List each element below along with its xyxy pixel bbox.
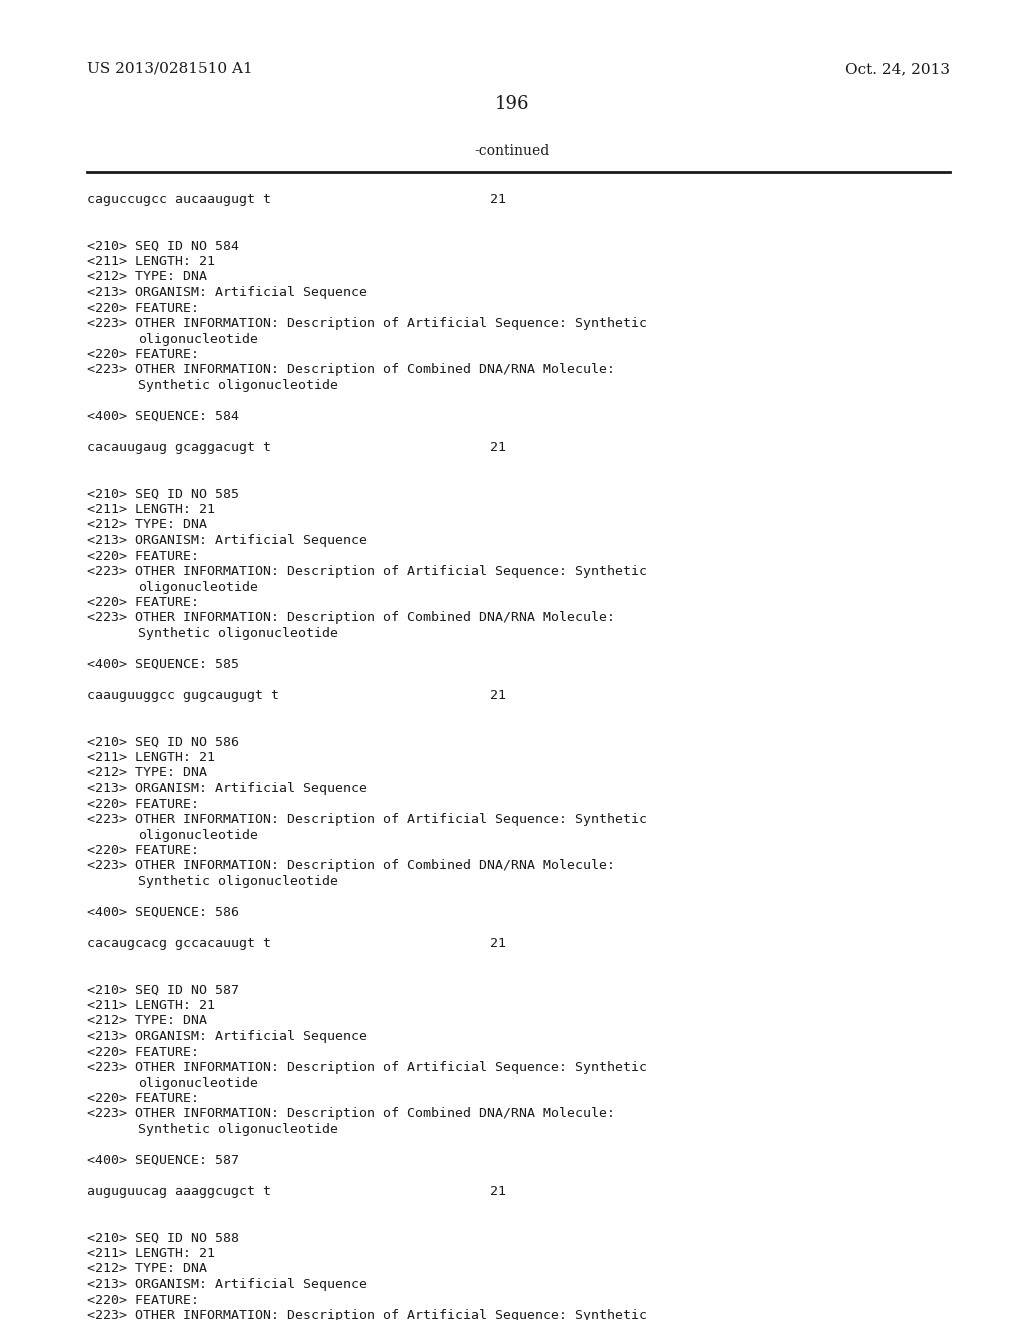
Text: <223> OTHER INFORMATION: Description of Artificial Sequence: Synthetic: <223> OTHER INFORMATION: Description of …	[87, 1061, 647, 1074]
Text: <223> OTHER INFORMATION: Description of Combined DNA/RNA Molecule:: <223> OTHER INFORMATION: Description of …	[87, 1107, 615, 1121]
Text: caguccugcc aucaaugugt t: caguccugcc aucaaugugt t	[87, 193, 271, 206]
Text: 21: 21	[490, 1185, 506, 1199]
Text: <223> OTHER INFORMATION: Description of Combined DNA/RNA Molecule:: <223> OTHER INFORMATION: Description of …	[87, 859, 615, 873]
Text: <213> ORGANISM: Artificial Sequence: <213> ORGANISM: Artificial Sequence	[87, 535, 367, 546]
Text: <220> FEATURE:: <220> FEATURE:	[87, 1294, 199, 1307]
Text: oligonucleotide: oligonucleotide	[138, 581, 258, 594]
Text: <220> FEATURE:: <220> FEATURE:	[87, 1092, 199, 1105]
Text: <213> ORGANISM: Artificial Sequence: <213> ORGANISM: Artificial Sequence	[87, 1030, 367, 1043]
Text: <223> OTHER INFORMATION: Description of Artificial Sequence: Synthetic: <223> OTHER INFORMATION: Description of …	[87, 813, 647, 826]
Text: caauguuggcc gugcaugugt t: caauguuggcc gugcaugugt t	[87, 689, 279, 702]
Text: oligonucleotide: oligonucleotide	[138, 829, 258, 842]
Text: <220> FEATURE:: <220> FEATURE:	[87, 597, 199, 609]
Text: <211> LENGTH: 21: <211> LENGTH: 21	[87, 751, 215, 764]
Text: <210> SEQ ID NO 587: <210> SEQ ID NO 587	[87, 983, 239, 997]
Text: <212> TYPE: DNA: <212> TYPE: DNA	[87, 1262, 207, 1275]
Text: cacaugcacg gccacauugt t: cacaugcacg gccacauugt t	[87, 937, 271, 950]
Text: <213> ORGANISM: Artificial Sequence: <213> ORGANISM: Artificial Sequence	[87, 781, 367, 795]
Text: <212> TYPE: DNA: <212> TYPE: DNA	[87, 271, 207, 284]
Text: <223> OTHER INFORMATION: Description of Combined DNA/RNA Molecule:: <223> OTHER INFORMATION: Description of …	[87, 611, 615, 624]
Text: auguguucag aaaggcugct t: auguguucag aaaggcugct t	[87, 1185, 271, 1199]
Text: oligonucleotide: oligonucleotide	[138, 1077, 258, 1089]
Text: <220> FEATURE:: <220> FEATURE:	[87, 301, 199, 314]
Text: <212> TYPE: DNA: <212> TYPE: DNA	[87, 1015, 207, 1027]
Text: <211> LENGTH: 21: <211> LENGTH: 21	[87, 1247, 215, 1261]
Text: <400> SEQUENCE: 587: <400> SEQUENCE: 587	[87, 1154, 239, 1167]
Text: <213> ORGANISM: Artificial Sequence: <213> ORGANISM: Artificial Sequence	[87, 286, 367, 300]
Text: Synthetic oligonucleotide: Synthetic oligonucleotide	[138, 875, 338, 888]
Text: <210> SEQ ID NO 586: <210> SEQ ID NO 586	[87, 735, 239, 748]
Text: <212> TYPE: DNA: <212> TYPE: DNA	[87, 767, 207, 780]
Text: Synthetic oligonucleotide: Synthetic oligonucleotide	[138, 627, 338, 640]
Text: <223> OTHER INFORMATION: Description of Combined DNA/RNA Molecule:: <223> OTHER INFORMATION: Description of …	[87, 363, 615, 376]
Text: 21: 21	[490, 937, 506, 950]
Text: 21: 21	[490, 689, 506, 702]
Text: <211> LENGTH: 21: <211> LENGTH: 21	[87, 999, 215, 1012]
Text: Synthetic oligonucleotide: Synthetic oligonucleotide	[138, 379, 338, 392]
Text: <223> OTHER INFORMATION: Description of Artificial Sequence: Synthetic: <223> OTHER INFORMATION: Description of …	[87, 317, 647, 330]
Text: 21: 21	[490, 193, 506, 206]
Text: <211> LENGTH: 21: <211> LENGTH: 21	[87, 255, 215, 268]
Text: Synthetic oligonucleotide: Synthetic oligonucleotide	[138, 1123, 338, 1137]
Text: 21: 21	[490, 441, 506, 454]
Text: <220> FEATURE:: <220> FEATURE:	[87, 348, 199, 360]
Text: -continued: -continued	[474, 144, 550, 158]
Text: 196: 196	[495, 95, 529, 114]
Text: <213> ORGANISM: Artificial Sequence: <213> ORGANISM: Artificial Sequence	[87, 1278, 367, 1291]
Text: <210> SEQ ID NO 588: <210> SEQ ID NO 588	[87, 1232, 239, 1245]
Text: <220> FEATURE:: <220> FEATURE:	[87, 1045, 199, 1059]
Text: <210> SEQ ID NO 585: <210> SEQ ID NO 585	[87, 487, 239, 500]
Text: US 2013/0281510 A1: US 2013/0281510 A1	[87, 62, 253, 77]
Text: <400> SEQUENCE: 584: <400> SEQUENCE: 584	[87, 411, 239, 422]
Text: Oct. 24, 2013: Oct. 24, 2013	[845, 62, 950, 77]
Text: <220> FEATURE:: <220> FEATURE:	[87, 797, 199, 810]
Text: <212> TYPE: DNA: <212> TYPE: DNA	[87, 519, 207, 532]
Text: <223> OTHER INFORMATION: Description of Artificial Sequence: Synthetic: <223> OTHER INFORMATION: Description of …	[87, 1309, 647, 1320]
Text: <400> SEQUENCE: 586: <400> SEQUENCE: 586	[87, 906, 239, 919]
Text: oligonucleotide: oligonucleotide	[138, 333, 258, 346]
Text: <220> FEATURE:: <220> FEATURE:	[87, 843, 199, 857]
Text: <211> LENGTH: 21: <211> LENGTH: 21	[87, 503, 215, 516]
Text: <220> FEATURE:: <220> FEATURE:	[87, 549, 199, 562]
Text: <210> SEQ ID NO 584: <210> SEQ ID NO 584	[87, 239, 239, 252]
Text: <400> SEQUENCE: 585: <400> SEQUENCE: 585	[87, 657, 239, 671]
Text: <223> OTHER INFORMATION: Description of Artificial Sequence: Synthetic: <223> OTHER INFORMATION: Description of …	[87, 565, 647, 578]
Text: cacauugaug gcaggacugt t: cacauugaug gcaggacugt t	[87, 441, 271, 454]
